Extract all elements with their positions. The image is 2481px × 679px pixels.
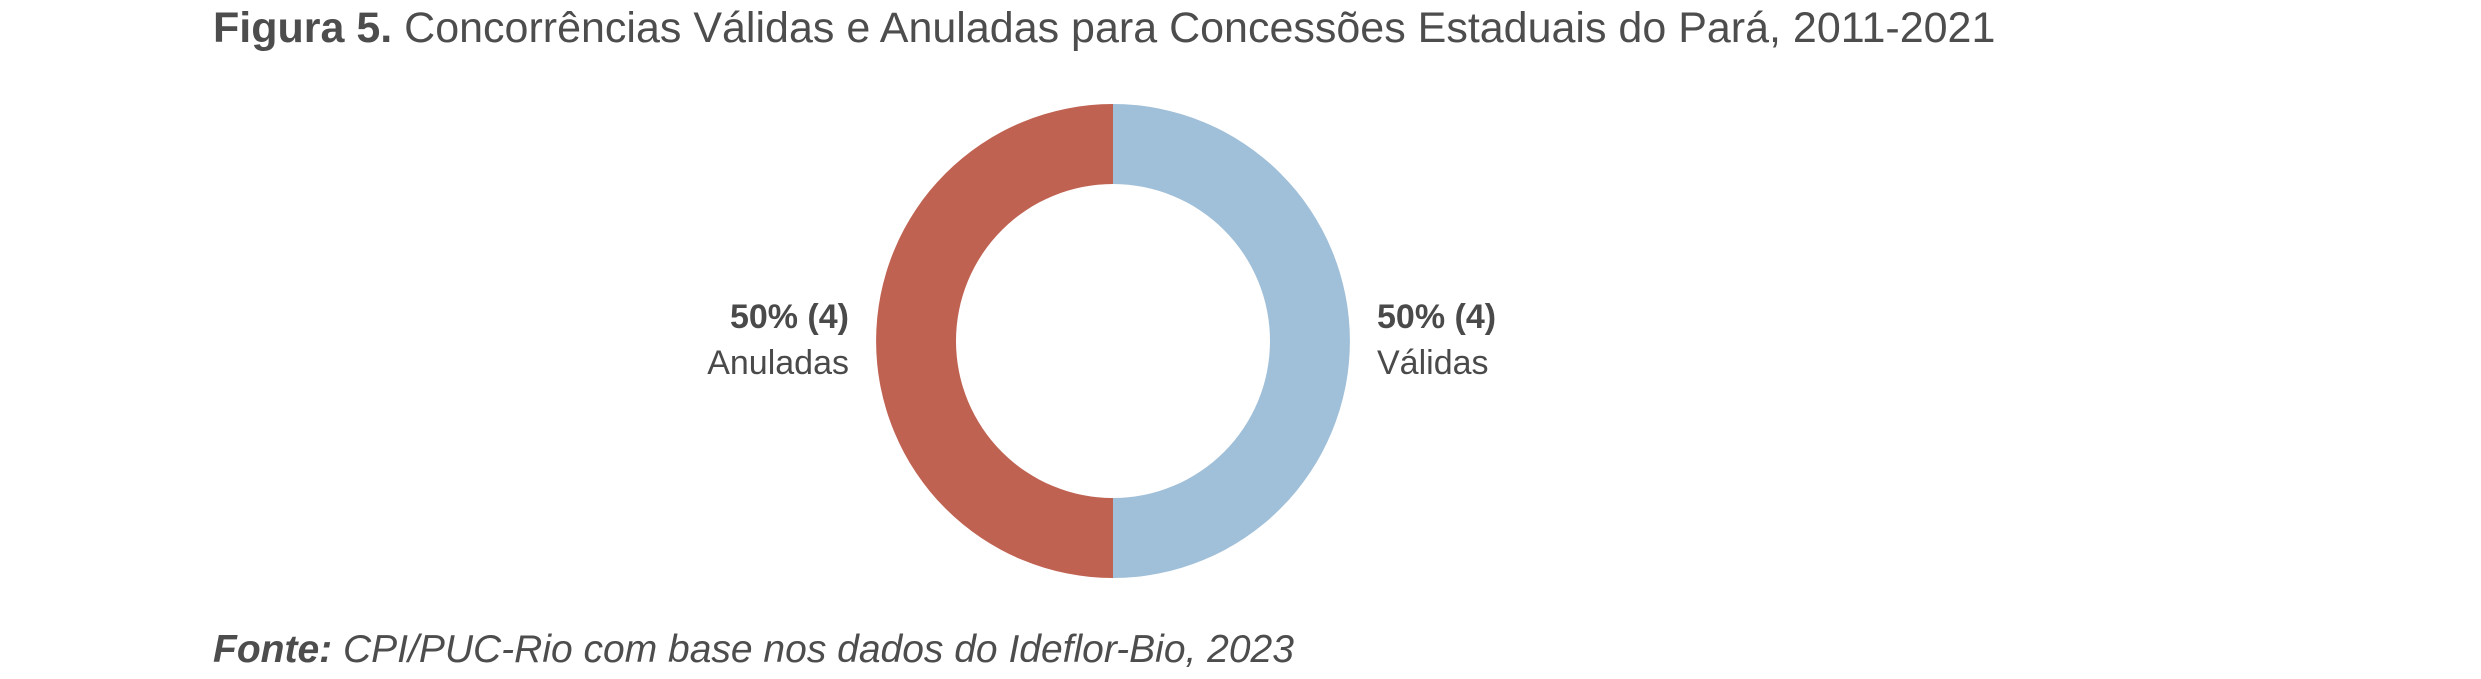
slice-labels: 50% (4) Válidas 50% (4) Anuladas (707, 298, 1496, 382)
source-label: Fonte: (213, 628, 333, 671)
donut-slices (876, 104, 1350, 578)
source-text: CPI/PUC-Rio com base nos dados do Ideflo… (342, 628, 1294, 671)
figure-title-text: Concorrências Válidas e Anuladas para Co… (404, 4, 1996, 52)
slice-category-label-v-lidas: Válidas (1377, 344, 1489, 382)
donut-slice-v-lidas (1113, 104, 1350, 578)
source-note: Fonte: CPI/PUC-Rio com base nos dados do… (213, 622, 1294, 678)
donut-slice-anuladas (876, 104, 1113, 578)
slice-value-label-anuladas: 50% (4) (730, 298, 849, 336)
slice-category-label-anuladas: Anuladas (707, 344, 849, 382)
figure-number: Figura 5. (213, 4, 393, 52)
chart-title: Figura 5. Concorrências Válidas e Anulad… (213, 0, 1995, 60)
slice-value-label-v-lidas: 50% (4) (1377, 298, 1496, 336)
